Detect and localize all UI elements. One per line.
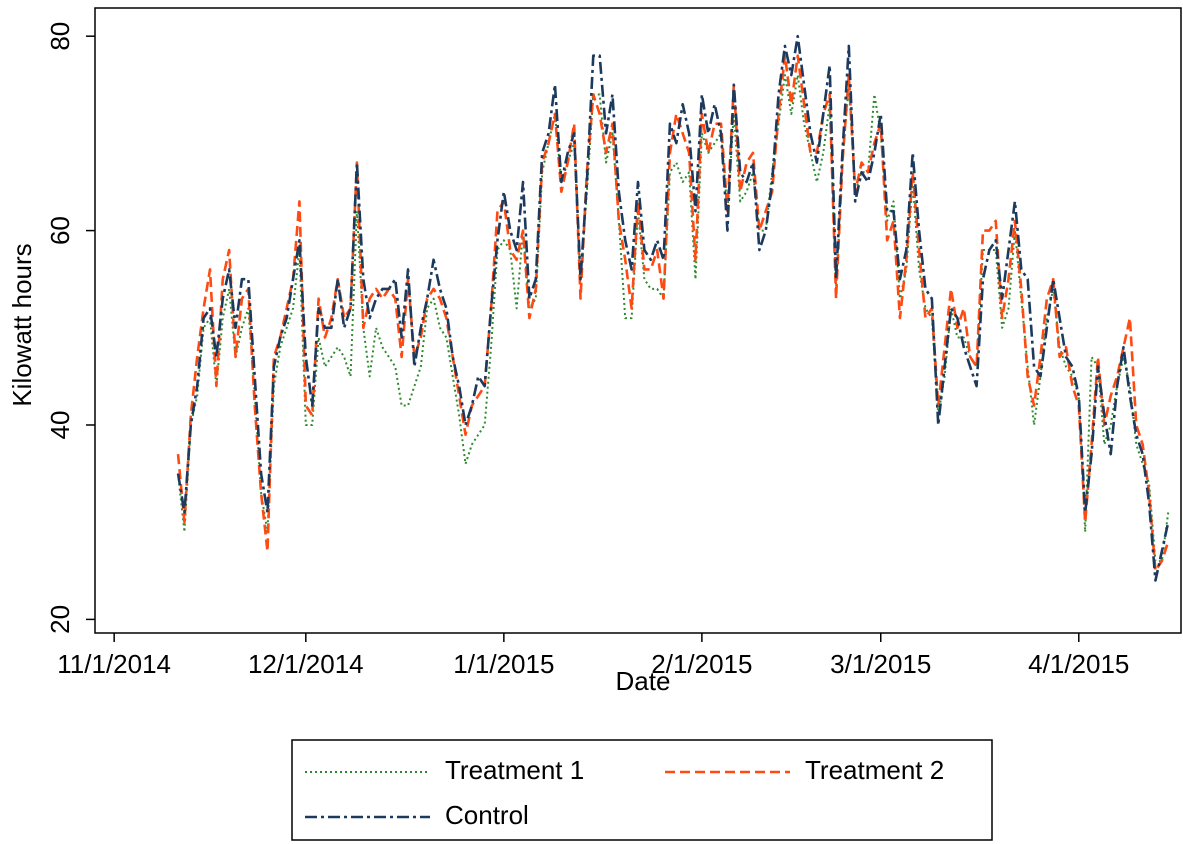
series-line [176,54,1170,573]
legend-box [291,739,993,841]
legend-label: Treatment 2 [805,755,944,785]
x-tick-label: 11/1/2014 [57,649,171,679]
x-tick-label: 1/1/2015 [453,649,554,679]
y-axis-title: Kilowatt hours [7,243,37,406]
plot-frame [94,7,1182,634]
legend-label: Treatment 1 [445,755,584,785]
x-tick-label: 2/1/2015 [651,649,752,679]
x-axis-title: Date [616,666,671,696]
x-tick-label: 4/1/2015 [1028,649,1129,679]
y-tick-label: 20 [45,605,75,634]
y-tick-label: 40 [45,411,75,440]
x-tick-label: 3/1/2015 [830,649,931,679]
x-tick-label: 12/1/2014 [248,649,364,679]
legend-label: Control [445,800,529,830]
y-tick-label: 80 [45,22,75,51]
series-line [176,34,1170,582]
y-tick-label: 60 [45,216,75,245]
series-line [177,74,1170,563]
